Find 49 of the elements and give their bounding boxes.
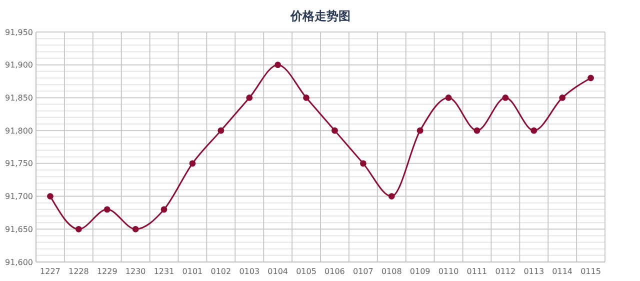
x-tick-label: 0102	[210, 267, 232, 276]
y-tick-label: 91,600	[5, 258, 33, 267]
y-tick-label: 91,750	[5, 159, 33, 168]
point	[75, 226, 82, 232]
x-tick-label: 0106	[324, 267, 345, 276]
x-tick-label: 0101	[182, 267, 203, 276]
x-tick-label: 0103	[239, 267, 260, 276]
point	[246, 94, 253, 101]
point	[218, 127, 224, 134]
x-tick-label: 0112	[495, 267, 516, 276]
x-tick-label: 0114	[552, 267, 573, 276]
point	[502, 94, 509, 101]
x-tick-label: 0110	[438, 267, 459, 276]
point	[303, 94, 310, 101]
point	[445, 94, 452, 101]
x-tick-label: 1229	[96, 267, 118, 276]
x-tick-label: 0108	[381, 267, 402, 276]
x-tick-label: 0104	[268, 267, 288, 276]
chart-title: 价格走势图	[290, 9, 350, 23]
x-tick-label: 1227	[40, 267, 60, 276]
x-tick-label: 0115	[580, 267, 601, 276]
y-tick-label: 91,650	[5, 224, 33, 234]
point	[160, 206, 168, 213]
x-tick-label: 1230	[125, 267, 146, 276]
point	[332, 127, 338, 134]
point	[189, 160, 196, 167]
point	[530, 127, 538, 134]
y-tick-label: 91,800	[5, 126, 33, 136]
x-tick-label: 1231	[154, 267, 174, 276]
x-tick-label: 0105	[296, 267, 316, 276]
y-tick-label: 91,700	[5, 192, 33, 202]
point	[416, 127, 424, 134]
point	[274, 62, 282, 68]
y-tick-label: 91,900	[5, 60, 33, 70]
point	[104, 206, 110, 213]
x-tick-label: 0113	[524, 267, 544, 276]
x-tick-label: 0107	[352, 267, 374, 276]
point	[474, 127, 480, 134]
x-tick-label: 1228	[68, 267, 89, 276]
point	[559, 94, 566, 101]
point	[360, 160, 366, 167]
point	[47, 193, 54, 200]
x-tick-label: 0109	[410, 267, 430, 276]
y-tick-label: 91,950	[5, 28, 33, 37]
x-tick-label: 0111	[466, 267, 488, 276]
point	[132, 226, 139, 232]
y-tick-label: 91,850	[5, 94, 33, 103]
point	[388, 193, 395, 200]
point	[588, 74, 594, 82]
